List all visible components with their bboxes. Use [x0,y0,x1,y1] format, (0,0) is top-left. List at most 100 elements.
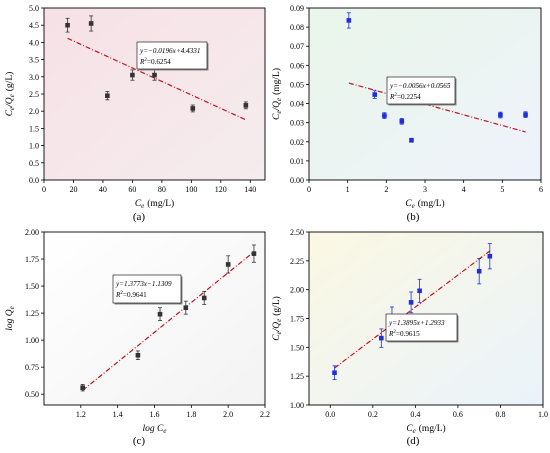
data-point [183,300,189,315]
x-axis-subscript: e [412,202,415,210]
marker [409,137,414,143]
fit-equation: y=−0.0056x+0.0565 [389,82,451,90]
plot-frame [43,7,266,181]
plot-area [44,232,265,405]
marker [225,262,231,267]
x-tick-label: 0 [307,185,311,194]
x-axis-unit: (mg/L) [147,198,174,209]
fit-line [67,37,247,121]
data-point [399,118,405,125]
y-tick-label: 0.03 [290,119,304,128]
x-tick-label: 0 [42,185,46,194]
plot-frame [43,231,266,406]
data-point [408,291,414,314]
data-point [157,307,163,322]
x-tick-label: 1.0 [538,410,548,419]
marker [399,119,405,124]
x-axis-variable: C [135,199,142,209]
r-squared: R2=0.9615 [388,330,420,338]
y-axis-title: Ce/Qe (mg/L) [271,68,283,120]
data-point [498,111,503,119]
x-tick-label: 5 [500,185,504,194]
equation-box-frame [136,41,208,70]
y-axis-subscript: e [8,107,16,110]
r-squared-exponent: 2 [120,291,123,296]
data-point [251,244,257,263]
marker [408,300,414,305]
y-axis-subscript: e [275,111,283,114]
y-tick-label: 1.50 [290,343,304,352]
y-tick-label: 1.5 [29,124,39,133]
y-axis-title: log Qe [5,306,16,330]
fit-equation: y=1.3895x+1.2933 [388,319,445,327]
y-tick-label: 2.50 [290,228,304,237]
marker [346,18,352,23]
data-point [382,112,387,119]
y-tick-label: 1.25 [25,309,39,318]
marker [130,72,135,78]
x-axis-subscript: e [413,427,416,435]
panel-caption: (d) [407,435,420,447]
x-tick-label: 3 [423,185,427,194]
r-squared-exponent: 2 [393,330,396,335]
panel-caption: (c) [133,435,146,447]
x-axis-title: Ce (mg/L) [405,198,444,210]
chart-panel: 0.0 0.2 0.4 0.6 0.8 1.0 1.00 1.25 1.50 1.75 2.00 2.… [271,228,548,447]
r-squared: R2=0.9641 [115,291,147,299]
r-squared-value: =0.9641 [123,291,147,299]
chart-panel: 0 20 40 60 80 100 120 140 0.0 0.5 1.0 1.5 2.0 2.5 3.0 3… [4,4,266,223]
x-tick-label: 2.2 [260,410,270,419]
marker [201,295,207,301]
x-axis-variable: log C [143,424,165,434]
y-tick-label: 2.00 [290,286,304,295]
y-tick-label: 0.09 [290,4,304,13]
x-tick-label: 140 [244,185,256,194]
x-tick-label: 0.0 [325,410,335,419]
x-tick-label: 0.4 [410,410,420,419]
data-point [225,255,231,274]
y-axis-unit: (g/L) [4,72,15,92]
y-tick-label: 4.5 [29,21,39,30]
y-axis-subscript: e [275,331,283,334]
x-axis-variable: C [406,424,413,434]
marker [157,311,163,317]
marker [498,112,503,118]
x-tick-label: 2.0 [223,410,233,419]
equation-box-frame [112,274,182,304]
equation-box-frame [385,313,458,342]
fit-line [348,82,526,133]
marker [183,305,189,310]
x-tick-label: 2 [384,185,388,194]
marker [417,288,422,294]
x-axis-title: Ce (mg/L) [135,198,174,210]
y-tick-label: 5.0 [29,4,39,13]
panel-caption: (a) [133,211,146,223]
y-tick-label: 4.0 [29,38,39,47]
x-tick-label: 0.8 [495,410,505,419]
y-tick-label: 3.5 [29,56,39,65]
y-tick-label: 0.5 [29,159,39,168]
data-point [88,15,94,32]
marker [476,268,482,274]
data-point [243,101,249,110]
x-axis-subscript: e [141,202,144,210]
y-axis-variable: /Q [5,97,15,108]
marker [88,21,94,26]
marker [372,92,378,97]
equation-box-frame [386,76,456,105]
data-point [80,384,85,392]
x-tick-label: 0.6 [453,410,463,419]
y-axis-subscript: e [8,306,16,309]
y-axis-variable: /Q [272,101,282,112]
y-tick-label: 2.5 [29,90,39,99]
y-tick-label: 0.07 [290,42,304,51]
data-point [476,258,482,285]
equation-box: y=1.3895x+1.2933 R2=0.9615 [385,313,459,343]
x-tick-label: 1.8 [186,410,196,419]
y-axis-unit: (mg/L) [271,68,282,95]
x-tick-label: 40 [99,185,107,194]
x-tick-label: 4 [462,185,466,194]
fit-line [334,250,491,369]
y-tick-label: 1.0 [29,142,39,151]
